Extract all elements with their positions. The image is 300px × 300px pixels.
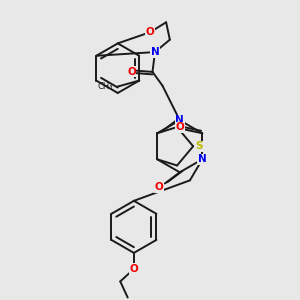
Text: CH₃: CH₃ [98, 82, 113, 91]
Text: O: O [130, 264, 138, 274]
Text: O: O [146, 27, 154, 37]
Text: O: O [176, 122, 184, 132]
Text: N: N [198, 154, 207, 164]
Text: N: N [151, 47, 159, 57]
Text: O: O [154, 182, 163, 192]
Text: S: S [196, 141, 203, 151]
Text: O: O [127, 67, 136, 77]
Text: N: N [176, 115, 184, 125]
